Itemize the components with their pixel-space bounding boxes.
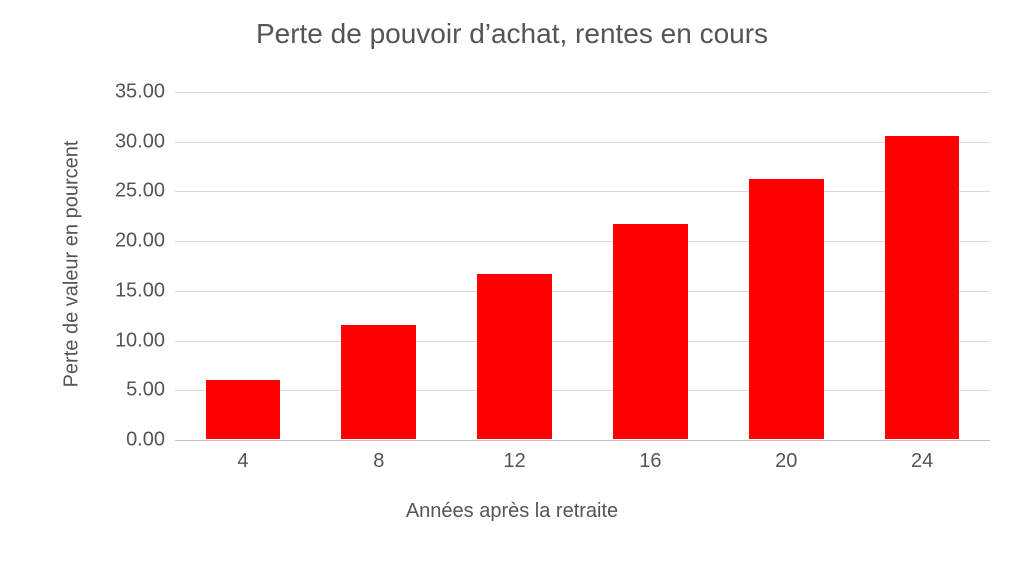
gridline	[175, 341, 990, 342]
gridline	[175, 142, 990, 143]
bar	[341, 325, 416, 439]
bar	[613, 224, 688, 439]
y-tick-label: 5.00	[126, 379, 175, 402]
gridline	[175, 390, 990, 391]
y-tick-label: 30.00	[115, 130, 175, 153]
x-tick-label: 8	[373, 440, 384, 473]
bar	[206, 380, 281, 439]
y-axis-label: Perte de valeur en pourcent	[61, 141, 84, 388]
y-tick-label: 20.00	[115, 230, 175, 253]
gridline	[175, 191, 990, 192]
gridline	[175, 92, 990, 93]
y-tick-label: 25.00	[115, 180, 175, 203]
y-tick-label: 0.00	[126, 429, 175, 452]
chart-container: Perte de pouvoir d’achat, rentes en cour…	[0, 0, 1024, 564]
y-tick-label: 35.00	[115, 81, 175, 104]
x-tick-label: 24	[911, 440, 933, 473]
gridline	[175, 291, 990, 292]
bar	[749, 179, 824, 440]
x-tick-label: 4	[237, 440, 248, 473]
gridline	[175, 440, 990, 441]
y-tick-label: 15.00	[115, 279, 175, 302]
plot-area: 0.005.0010.0015.0020.0025.0030.0035.0048…	[175, 92, 990, 440]
x-tick-label: 12	[503, 440, 525, 473]
x-tick-label: 16	[639, 440, 661, 473]
chart-title: Perte de pouvoir d’achat, rentes en cour…	[0, 18, 1024, 50]
y-tick-label: 10.00	[115, 329, 175, 352]
bar	[477, 274, 552, 439]
x-tick-label: 20	[775, 440, 797, 473]
x-axis-label: Années après la retraite	[0, 500, 1024, 523]
bar	[885, 136, 960, 439]
gridline	[175, 241, 990, 242]
